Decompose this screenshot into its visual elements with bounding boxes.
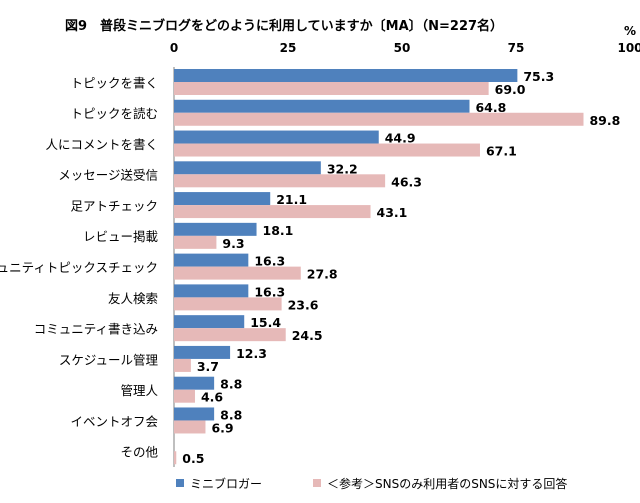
data-label: 21.1 xyxy=(276,192,307,207)
data-label: 3.7 xyxy=(197,359,219,374)
category-label: 足アトチェック xyxy=(70,198,158,213)
data-label: 44.9 xyxy=(385,131,416,146)
bar-miniblogger xyxy=(174,130,379,144)
x-tick-label: 50 xyxy=(394,41,411,55)
data-label: 43.1 xyxy=(377,205,408,220)
data-label: 23.6 xyxy=(288,297,319,312)
bar-miniblogger xyxy=(174,222,257,236)
legend-swatch xyxy=(313,479,321,487)
bar-sns-reference xyxy=(174,451,177,465)
bar-miniblogger xyxy=(174,407,215,421)
bar-sns-reference xyxy=(174,420,206,434)
bar-miniblogger xyxy=(174,376,215,390)
bar-sns-reference xyxy=(174,82,489,95)
bar-sns-reference xyxy=(174,205,371,219)
data-label: 4.6 xyxy=(201,390,223,405)
chart-title: 図9 普段ミニブログをどのように利用していますか〔MA〕（N=227名） xyxy=(65,18,503,34)
category-label: 人にコメントを書く xyxy=(45,137,158,152)
data-label: 32.2 xyxy=(327,161,358,176)
category-label: 管理人 xyxy=(120,383,158,398)
bar-sns-reference xyxy=(174,297,282,311)
data-label: 67.1 xyxy=(486,144,517,159)
category-label: コミュニティ書き込み xyxy=(34,322,158,337)
bar-miniblogger xyxy=(174,161,321,175)
bar-sns-reference xyxy=(174,358,191,372)
bar-miniblogger xyxy=(174,315,245,329)
legend-label: ミニブロガー xyxy=(190,476,262,491)
category-label: 友人検索 xyxy=(108,291,158,306)
x-tick-label: 100 xyxy=(617,41,640,55)
data-label: 15.4 xyxy=(250,315,281,330)
data-label: 8.8 xyxy=(220,407,242,422)
category-label: その他 xyxy=(120,445,158,460)
data-label: 27.8 xyxy=(307,267,338,282)
bar-miniblogger xyxy=(174,284,249,298)
bar-miniblogger xyxy=(174,253,249,267)
data-label: 16.3 xyxy=(254,254,285,269)
data-label: 18.1 xyxy=(263,223,294,238)
legend-swatch xyxy=(176,479,184,487)
category-label: トピックを書く xyxy=(70,75,158,90)
category-label: スケジュール管理 xyxy=(59,352,159,367)
category-label: レビュー掲載 xyxy=(83,229,159,244)
bar-sns-reference xyxy=(174,143,480,157)
data-label: 0.5 xyxy=(182,451,204,466)
data-label: 24.5 xyxy=(292,328,323,343)
bar-sns-reference xyxy=(174,174,386,188)
data-label: 46.3 xyxy=(391,174,422,189)
data-label: 16.3 xyxy=(254,284,285,299)
bar-miniblogger xyxy=(174,69,518,82)
data-label: 64.8 xyxy=(475,100,506,115)
category-label: メッセージ送受信 xyxy=(58,168,158,183)
bar-miniblogger xyxy=(174,345,231,359)
unit-label: % xyxy=(624,24,636,38)
data-label: 8.8 xyxy=(220,377,242,392)
category-label: コミュニティトピックスチェック xyxy=(0,260,158,275)
bar-miniblogger xyxy=(174,192,271,206)
bar-sns-reference xyxy=(174,389,195,403)
data-label: 69.0 xyxy=(495,82,526,97)
bar-sns-reference xyxy=(174,328,286,342)
bar-sns-reference xyxy=(174,266,301,280)
data-label: 89.8 xyxy=(589,113,620,128)
data-label: 75.3 xyxy=(523,69,554,84)
category-label: トピックを読む xyxy=(70,106,158,121)
x-tick-label: 25 xyxy=(280,41,297,55)
category-label: イベントオフ会 xyxy=(70,414,158,429)
x-tick-label: 75 xyxy=(508,41,525,55)
legend-label: ＜参考＞SNSのみ利用者のSNSに対する回答 xyxy=(327,476,567,491)
bar-sns-reference xyxy=(174,235,217,249)
bar-sns-reference xyxy=(174,112,584,126)
data-label: 12.3 xyxy=(236,346,267,361)
data-label: 6.9 xyxy=(211,420,233,435)
bar-miniblogger xyxy=(174,99,470,113)
data-label: 9.3 xyxy=(222,236,244,251)
x-tick-label: 0 xyxy=(170,41,178,55)
